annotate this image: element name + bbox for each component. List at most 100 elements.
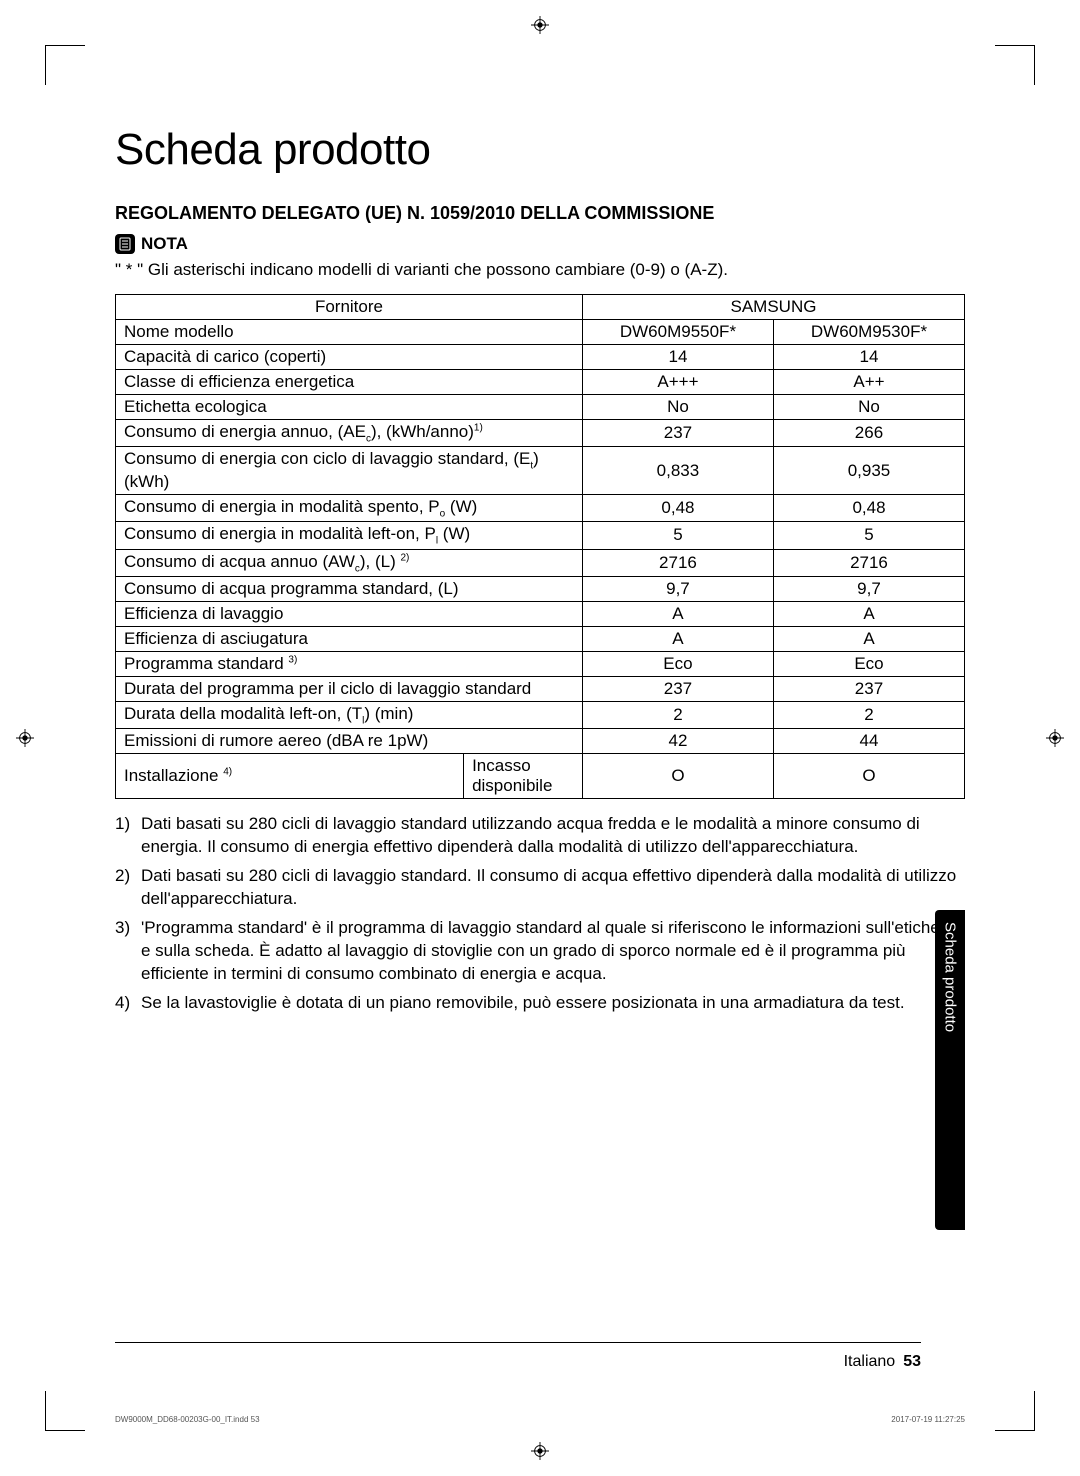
table-row: Efficienza di asciugaturaAA bbox=[116, 626, 965, 651]
row-label: Capacità di carico (coperti) bbox=[116, 345, 583, 370]
spec-table: Fornitore SAMSUNG Nome modello DW60M9550… bbox=[115, 294, 965, 799]
table-row: Consumo di energia in modalità spento, P… bbox=[116, 494, 965, 521]
page-content: Scheda prodotto REGOLAMENTO DELEGATO (UE… bbox=[115, 125, 965, 1371]
install-sub: Incasso disponibile bbox=[464, 754, 583, 799]
nota-label: NOTA bbox=[141, 234, 188, 254]
row-label: Efficienza di asciugatura bbox=[116, 626, 583, 651]
row-label: Etichetta ecologica bbox=[116, 395, 583, 420]
install-b: O bbox=[773, 754, 964, 799]
table-row: Nome modello DW60M9550F* DW60M9530F* bbox=[116, 320, 965, 345]
page-footer: Italiano 53 bbox=[844, 1353, 921, 1371]
row-value-a: 14 bbox=[582, 345, 773, 370]
crop-mark bbox=[995, 1391, 1035, 1431]
row-label: Consumo di energia in modalità spento, P… bbox=[116, 494, 583, 521]
footer-page-number: 53 bbox=[903, 1353, 921, 1371]
row-label: Consumo di energia annuo, (AEc), (kWh/an… bbox=[116, 420, 583, 447]
row-label: Consumo di acqua programma standard, (L) bbox=[116, 576, 583, 601]
model-a: DW60M9550F* bbox=[582, 320, 773, 345]
footer-rule bbox=[115, 1342, 921, 1343]
row-value-b: 14 bbox=[773, 345, 964, 370]
registration-mark-icon bbox=[1046, 729, 1064, 747]
footer-language: Italiano bbox=[844, 1353, 896, 1371]
row-label: Durata del programma per il ciclo di lav… bbox=[116, 676, 583, 701]
registration-mark-icon bbox=[16, 729, 34, 747]
row-value-b: 5 bbox=[773, 522, 964, 549]
row-value-b: No bbox=[773, 395, 964, 420]
note-icon bbox=[115, 234, 135, 254]
row-label: Programma standard 3) bbox=[116, 651, 583, 676]
table-row: Consumo di acqua annuo (AWc), (L) 2)2716… bbox=[116, 549, 965, 576]
row-value-b: Eco bbox=[773, 651, 964, 676]
row-label: Emissioni di rumore aereo (dBA re 1pW) bbox=[116, 729, 583, 754]
print-info-left: DW9000M_DD68-00203G-00_IT.indd 53 bbox=[115, 1415, 260, 1424]
row-value-a: 42 bbox=[582, 729, 773, 754]
footnotes: Dati basati su 280 cicli di lavaggio sta… bbox=[115, 813, 965, 1015]
table-row: Classe di efficienza energeticaA+++A++ bbox=[116, 370, 965, 395]
row-value-a: A bbox=[582, 626, 773, 651]
side-tab-label: Scheda prodotto bbox=[942, 922, 959, 1032]
supplier-label: Fornitore bbox=[116, 295, 583, 320]
row-value-b: 2 bbox=[773, 701, 964, 728]
row-value-a: 2 bbox=[582, 701, 773, 728]
row-value-b: 0,48 bbox=[773, 494, 964, 521]
row-value-a: A+++ bbox=[582, 370, 773, 395]
table-row: Consumo di acqua programma standard, (L)… bbox=[116, 576, 965, 601]
nota-row: NOTA bbox=[115, 234, 965, 254]
row-value-b: 0,935 bbox=[773, 447, 964, 494]
row-value-a: 9,7 bbox=[582, 576, 773, 601]
row-value-a: 0,48 bbox=[582, 494, 773, 521]
table-row: Capacità di carico (coperti)1414 bbox=[116, 345, 965, 370]
footnote-item: Se la lavastoviglie è dotata di un piano… bbox=[141, 992, 965, 1015]
row-value-a: 237 bbox=[582, 676, 773, 701]
supplier-value: SAMSUNG bbox=[582, 295, 964, 320]
row-value-b: 44 bbox=[773, 729, 964, 754]
table-row: Durata della modalità left-on, (Tl) (min… bbox=[116, 701, 965, 728]
table-row: Programma standard 3)EcoEco bbox=[116, 651, 965, 676]
row-label: Classe di efficienza energetica bbox=[116, 370, 583, 395]
table-row: Consumo di energia in modalità left-on, … bbox=[116, 522, 965, 549]
row-label: Efficienza di lavaggio bbox=[116, 601, 583, 626]
row-value-a: Eco bbox=[582, 651, 773, 676]
page-title: Scheda prodotto bbox=[115, 125, 965, 175]
footnote-item: 'Programma standard' è il programma di l… bbox=[141, 917, 965, 986]
model-label: Nome modello bbox=[116, 320, 583, 345]
row-value-b: A bbox=[773, 626, 964, 651]
table-row: Fornitore SAMSUNG bbox=[116, 295, 965, 320]
crop-mark bbox=[45, 1391, 85, 1431]
row-value-a: 237 bbox=[582, 420, 773, 447]
crop-mark bbox=[45, 45, 85, 85]
footnote-item: Dati basati su 280 cicli di lavaggio sta… bbox=[141, 865, 965, 911]
print-info-right: 2017-07-19 11:27:25 bbox=[891, 1415, 965, 1424]
footnote-item: Dati basati su 280 cicli di lavaggio sta… bbox=[141, 813, 965, 859]
registration-mark-icon bbox=[531, 1442, 549, 1460]
table-row: Efficienza di lavaggioAA bbox=[116, 601, 965, 626]
model-b: DW60M9530F* bbox=[773, 320, 964, 345]
row-value-b: 2716 bbox=[773, 549, 964, 576]
table-row: Durata del programma per il ciclo di lav… bbox=[116, 676, 965, 701]
nota-text: " * " Gli asterischi indicano modelli di… bbox=[115, 260, 965, 280]
row-value-b: 266 bbox=[773, 420, 964, 447]
row-value-b: A bbox=[773, 601, 964, 626]
row-label: Consumo di energia con ciclo di lavaggio… bbox=[116, 447, 583, 494]
row-label: Consumo di acqua annuo (AWc), (L) 2) bbox=[116, 549, 583, 576]
table-row: Consumo di energia con ciclo di lavaggio… bbox=[116, 447, 965, 494]
install-a: O bbox=[582, 754, 773, 799]
table-row: Installazione 4) Incasso disponibile O O bbox=[116, 754, 965, 799]
row-value-b: 237 bbox=[773, 676, 964, 701]
table-row: Emissioni di rumore aereo (dBA re 1pW)42… bbox=[116, 729, 965, 754]
row-value-b: 9,7 bbox=[773, 576, 964, 601]
row-value-a: 2716 bbox=[582, 549, 773, 576]
table-row: Etichetta ecologicaNoNo bbox=[116, 395, 965, 420]
table-row: Consumo di energia annuo, (AEc), (kWh/an… bbox=[116, 420, 965, 447]
row-label: Consumo di energia in modalità left-on, … bbox=[116, 522, 583, 549]
row-value-a: No bbox=[582, 395, 773, 420]
row-value-b: A++ bbox=[773, 370, 964, 395]
side-tab: Scheda prodotto bbox=[935, 910, 965, 1230]
row-label: Durata della modalità left-on, (Tl) (min… bbox=[116, 701, 583, 728]
registration-mark-icon bbox=[531, 16, 549, 34]
install-label: Installazione 4) bbox=[116, 754, 464, 799]
regulation-subtitle: REGOLAMENTO DELEGATO (UE) N. 1059/2010 D… bbox=[115, 203, 965, 224]
row-value-a: 5 bbox=[582, 522, 773, 549]
row-value-a: A bbox=[582, 601, 773, 626]
row-value-a: 0,833 bbox=[582, 447, 773, 494]
